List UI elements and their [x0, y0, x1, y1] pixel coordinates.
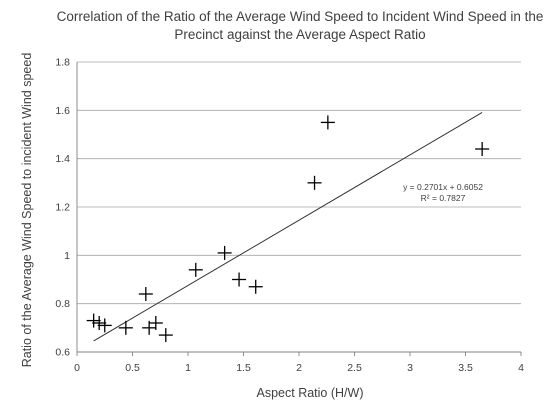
gridlines [77, 61, 521, 305]
x-tick-label: 1.5 [236, 362, 251, 374]
trendline-r-squared: R² = 0.7827 [421, 193, 466, 203]
y-tick-label: 1.8 [55, 57, 70, 69]
trendline [93, 112, 483, 342]
y-tick-label: 1.2 [55, 202, 70, 214]
x-axis-title: Aspect Ratio (H/W) [257, 386, 364, 400]
data-point-6 [148, 316, 163, 330]
x-tick-label: 1 [185, 362, 191, 374]
data-point-10 [232, 272, 247, 287]
data-point-1 [92, 316, 107, 330]
data-point-12 [307, 175, 322, 190]
trendline-equation: y = 0.2701x + 0.6052 [403, 182, 483, 192]
data-point-8 [188, 262, 203, 277]
data-point-7 [158, 328, 173, 343]
data-point-13 [320, 115, 335, 130]
data-point-11 [248, 279, 263, 294]
x-tick-labels: 0 0.5 1 1.5 2 2.5 3 3.5 4 [74, 362, 524, 374]
x-tick-label: 4 [518, 362, 524, 374]
x-tick-label: 3.5 [458, 362, 473, 374]
chart-title-line-1: Correlation of the Ratio of the Average … [57, 9, 544, 24]
data-point-9 [217, 245, 232, 260]
y-tick-label: 1.6 [55, 105, 70, 117]
data-point-3 [118, 320, 133, 335]
y-tick-label: 0.6 [55, 347, 70, 359]
data-point-14 [475, 142, 490, 156]
data-point-4 [138, 287, 153, 301]
x-tick-label: 0.5 [125, 362, 140, 374]
x-tick-label: 3 [407, 362, 413, 374]
y-axis-title: Ratio of the Average Wind Speed to incid… [20, 53, 34, 368]
trendline-layer [93, 112, 483, 342]
y-tick-label: 1 [64, 250, 70, 262]
x-tick-label: 2 [296, 362, 302, 374]
data-point-0 [86, 313, 101, 328]
data-point-2 [97, 318, 112, 333]
y-tick-labels: 0.6 0.8 1 1.2 1.4 1.6 1.8 [55, 57, 70, 359]
y-tick-label: 0.8 [55, 298, 70, 310]
chart-title-line-2: Precinct against the Average Aspect Rati… [174, 27, 425, 42]
axes [76, 62, 522, 356]
y-tick-label: 1.4 [55, 153, 70, 165]
data-points [86, 115, 490, 343]
x-tick-label: 0 [74, 362, 80, 374]
x-tick-label: 2.5 [347, 362, 362, 374]
